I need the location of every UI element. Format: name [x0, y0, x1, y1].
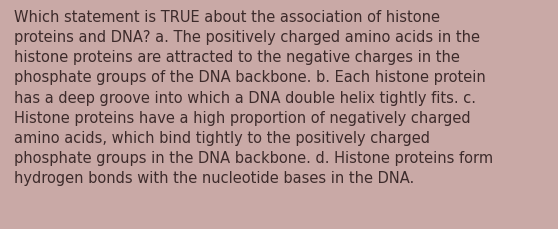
Text: Which statement is TRUE about the association of histone
proteins and DNA? a. Th: Which statement is TRUE about the associ… [14, 10, 493, 185]
